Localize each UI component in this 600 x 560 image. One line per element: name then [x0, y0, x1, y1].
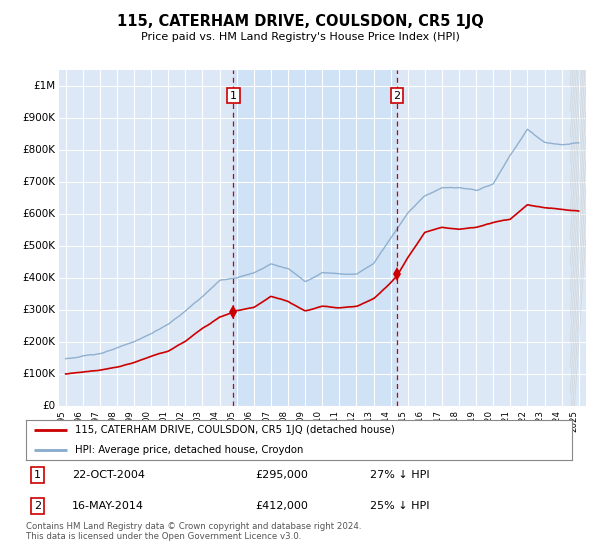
- Text: 2002: 2002: [176, 410, 185, 432]
- Text: 2013: 2013: [365, 410, 374, 432]
- Text: 16-MAY-2014: 16-MAY-2014: [72, 501, 144, 511]
- Text: 2007: 2007: [262, 410, 271, 432]
- Text: 2009: 2009: [296, 410, 305, 432]
- Text: 1996: 1996: [74, 410, 83, 432]
- Text: £400K: £400K: [23, 273, 56, 283]
- Text: HPI: Average price, detached house, Croydon: HPI: Average price, detached house, Croy…: [75, 445, 304, 455]
- Text: 2016: 2016: [416, 410, 425, 432]
- Text: £800K: £800K: [23, 145, 56, 155]
- Text: 2: 2: [34, 501, 41, 511]
- Bar: [233, 70, 397, 406]
- Text: 22-OCT-2004: 22-OCT-2004: [72, 470, 145, 480]
- Text: 2021: 2021: [502, 410, 511, 432]
- Text: 2008: 2008: [279, 410, 288, 432]
- Text: £0: £0: [43, 401, 56, 411]
- Text: 2024: 2024: [553, 410, 562, 432]
- Text: 115, CATERHAM DRIVE, COULSDON, CR5 1JQ (detached house): 115, CATERHAM DRIVE, COULSDON, CR5 1JQ (…: [75, 425, 395, 435]
- Text: 2012: 2012: [347, 410, 356, 432]
- Text: £200K: £200K: [23, 337, 56, 347]
- Text: £295,000: £295,000: [255, 470, 308, 480]
- Text: 2022: 2022: [518, 410, 527, 432]
- Text: £600K: £600K: [23, 209, 56, 219]
- Text: 2003: 2003: [193, 410, 202, 432]
- Text: 1: 1: [34, 470, 41, 480]
- Text: £500K: £500K: [23, 241, 56, 251]
- Text: Price paid vs. HM Land Registry's House Price Index (HPI): Price paid vs. HM Land Registry's House …: [140, 32, 460, 42]
- Text: 1997: 1997: [91, 410, 100, 432]
- Text: 27% ↓ HPI: 27% ↓ HPI: [370, 470, 430, 480]
- Text: 2000: 2000: [142, 410, 151, 432]
- Text: £300K: £300K: [23, 305, 56, 315]
- Text: 2020: 2020: [484, 410, 493, 432]
- Text: 2: 2: [394, 91, 401, 101]
- Text: £700K: £700K: [23, 177, 56, 187]
- Text: 2018: 2018: [450, 410, 459, 432]
- Text: 1: 1: [230, 91, 237, 101]
- Text: £900K: £900K: [23, 113, 56, 123]
- Text: 2014: 2014: [382, 410, 391, 432]
- Text: 2023: 2023: [536, 410, 545, 432]
- Text: 1998: 1998: [108, 410, 117, 432]
- Text: 1995: 1995: [56, 410, 65, 432]
- Text: 2025: 2025: [570, 410, 579, 432]
- Text: £100K: £100K: [23, 369, 56, 379]
- Text: 2015: 2015: [399, 410, 408, 432]
- Text: 115, CATERHAM DRIVE, COULSDON, CR5 1JQ: 115, CATERHAM DRIVE, COULSDON, CR5 1JQ: [116, 14, 484, 29]
- Text: 25% ↓ HPI: 25% ↓ HPI: [370, 501, 429, 511]
- Text: £1M: £1M: [34, 81, 56, 91]
- Text: 2006: 2006: [245, 410, 254, 432]
- Text: 2005: 2005: [227, 410, 236, 432]
- Text: Contains HM Land Registry data © Crown copyright and database right 2024.
This d: Contains HM Land Registry data © Crown c…: [26, 522, 361, 542]
- Text: 1999: 1999: [125, 410, 134, 432]
- Text: £412,000: £412,000: [255, 501, 308, 511]
- Text: 2017: 2017: [433, 410, 442, 432]
- Text: 2011: 2011: [331, 410, 340, 432]
- Text: 2010: 2010: [313, 410, 322, 432]
- Text: 2004: 2004: [211, 410, 220, 432]
- Text: 2001: 2001: [159, 410, 168, 432]
- Text: 2019: 2019: [467, 410, 476, 432]
